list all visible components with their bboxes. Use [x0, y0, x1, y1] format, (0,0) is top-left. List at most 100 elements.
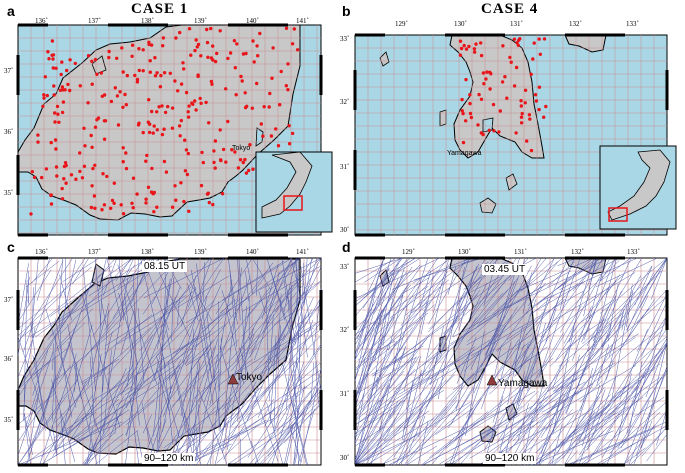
ray-track	[163, 357, 173, 444]
ray-track	[98, 257, 107, 292]
ray-track	[221, 290, 231, 318]
station-dot	[286, 62, 290, 66]
station-dot	[131, 206, 135, 210]
ray-track	[27, 271, 29, 303]
tick-d-lon-2: 131˚	[514, 248, 527, 256]
tick-b-lon-0: 129˚	[395, 20, 408, 28]
ray-track	[187, 346, 207, 364]
ray-track	[588, 257, 607, 321]
station-dot	[500, 80, 505, 84]
station-dot	[120, 46, 124, 50]
ray-track	[129, 395, 140, 466]
ray-track	[278, 315, 307, 379]
ray-track	[180, 295, 208, 417]
tick-d-lat-3: 30˚	[340, 454, 350, 462]
ray-track	[455, 352, 471, 411]
station-dot	[162, 71, 167, 75]
station-dot	[155, 71, 159, 75]
ray-track	[535, 383, 630, 466]
ray-track	[519, 257, 569, 368]
ray-track	[219, 345, 253, 449]
ray-track	[169, 362, 207, 411]
station-dot	[255, 81, 259, 86]
ray-track	[100, 331, 113, 376]
ray-track	[190, 359, 199, 412]
station-dot	[110, 198, 115, 203]
ray-track	[606, 308, 625, 380]
station-dot	[145, 153, 149, 158]
tick-b-lat-0: 33˚	[340, 35, 350, 43]
station-dot	[482, 82, 486, 86]
ray-track	[172, 346, 215, 461]
station-dot	[60, 110, 65, 115]
ray-track	[581, 438, 630, 466]
ray-track	[264, 406, 275, 427]
ray-track	[418, 420, 429, 465]
ray-track	[391, 257, 472, 290]
station-dot	[244, 51, 248, 56]
ray-track	[619, 257, 643, 296]
station-dot	[83, 144, 87, 148]
ray-track	[227, 257, 238, 325]
ray-track	[295, 281, 320, 301]
ray-track	[599, 257, 631, 282]
ray-track	[217, 359, 253, 387]
station-dot	[190, 101, 194, 105]
station-dot	[250, 106, 254, 110]
ray-track	[400, 401, 424, 466]
ray-track	[453, 289, 508, 349]
ray-track	[514, 344, 525, 367]
station-dot	[244, 171, 249, 175]
ray-track	[578, 360, 614, 442]
ray-track	[442, 267, 520, 335]
station-dot	[42, 96, 46, 100]
ray-track	[218, 375, 278, 448]
ray-track	[273, 344, 278, 429]
station-dot	[179, 82, 184, 86]
ray-track	[426, 348, 495, 434]
ray-track	[596, 338, 668, 452]
ray-track	[206, 313, 221, 430]
station-dot	[209, 26, 213, 31]
station-dot	[520, 111, 524, 116]
station-dot	[95, 118, 99, 122]
ray-track	[483, 257, 526, 373]
ray-track	[24, 384, 40, 430]
ray-track	[215, 257, 253, 314]
ray-track	[104, 295, 187, 347]
ray-track	[231, 367, 287, 426]
ray-track	[419, 268, 448, 390]
station-dot	[519, 121, 524, 125]
station-dot	[64, 181, 68, 185]
station-dot	[148, 70, 152, 74]
ray-track	[354, 357, 366, 405]
ray-track	[289, 358, 299, 414]
station-dot	[82, 126, 86, 130]
tick-c-lon-2: 138˚	[141, 248, 154, 256]
tick-d-lon-1: 130˚	[458, 248, 471, 256]
station-dot	[54, 147, 58, 151]
station-dot	[460, 97, 464, 102]
ray-track	[55, 318, 73, 418]
ray-track	[583, 257, 616, 341]
ray-track	[31, 257, 53, 284]
ray-track	[435, 407, 474, 435]
ray-track	[112, 284, 134, 319]
ray-track	[258, 399, 322, 466]
station-dot	[186, 110, 190, 114]
station-dot	[189, 53, 193, 57]
ray-track	[17, 358, 52, 390]
ray-track	[396, 346, 407, 374]
station-dot	[194, 108, 198, 112]
station-dot	[179, 181, 183, 185]
ray-track	[560, 257, 604, 333]
station-dot	[196, 74, 200, 79]
ray-track	[157, 299, 215, 356]
ray-track	[17, 350, 54, 456]
ray-track	[354, 418, 434, 466]
station-dot	[267, 105, 271, 109]
ray-track	[137, 307, 145, 384]
ray-track	[505, 257, 609, 309]
ray-track	[266, 257, 286, 321]
ray-track	[81, 299, 133, 362]
